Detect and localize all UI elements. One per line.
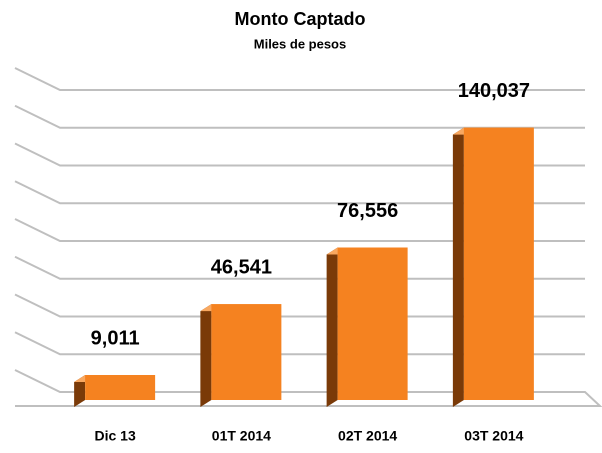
- bar-side: [452, 127, 464, 407]
- data-label: 76,556: [337, 200, 398, 222]
- grid-line: [14, 369, 602, 407]
- chart-subtitle: Miles de pesos: [254, 36, 346, 51]
- grid-line: [14, 331, 585, 356]
- grid-line: [14, 255, 585, 280]
- grid-line: [14, 293, 585, 318]
- bar-front: [211, 304, 282, 400]
- bar-side: [200, 304, 212, 407]
- bar-side: [326, 247, 338, 407]
- x-tick-label: 01T 2014: [212, 428, 271, 444]
- bar: [452, 127, 534, 407]
- grid-line: [14, 142, 585, 167]
- bar: [74, 374, 156, 407]
- bar-front: [337, 247, 408, 400]
- data-label: 140,037: [458, 80, 530, 102]
- bar-front: [463, 127, 534, 400]
- grid-line: [14, 180, 585, 205]
- x-tick-label: Dic 13: [95, 428, 136, 444]
- chart-title: Monto Captado: [235, 9, 366, 29]
- x-tick-label: 03T 2014: [464, 428, 523, 444]
- x-tick-label: 02T 2014: [338, 428, 397, 444]
- data-label: 9,011: [91, 327, 140, 349]
- bar-side: [74, 374, 86, 407]
- bar: [200, 304, 282, 407]
- data-label: 46,541: [211, 256, 272, 278]
- grid-line: [14, 104, 585, 129]
- bar: [326, 247, 408, 407]
- grid-line: [14, 218, 585, 242]
- grid-line: [14, 67, 585, 91]
- bar-front: [85, 374, 156, 400]
